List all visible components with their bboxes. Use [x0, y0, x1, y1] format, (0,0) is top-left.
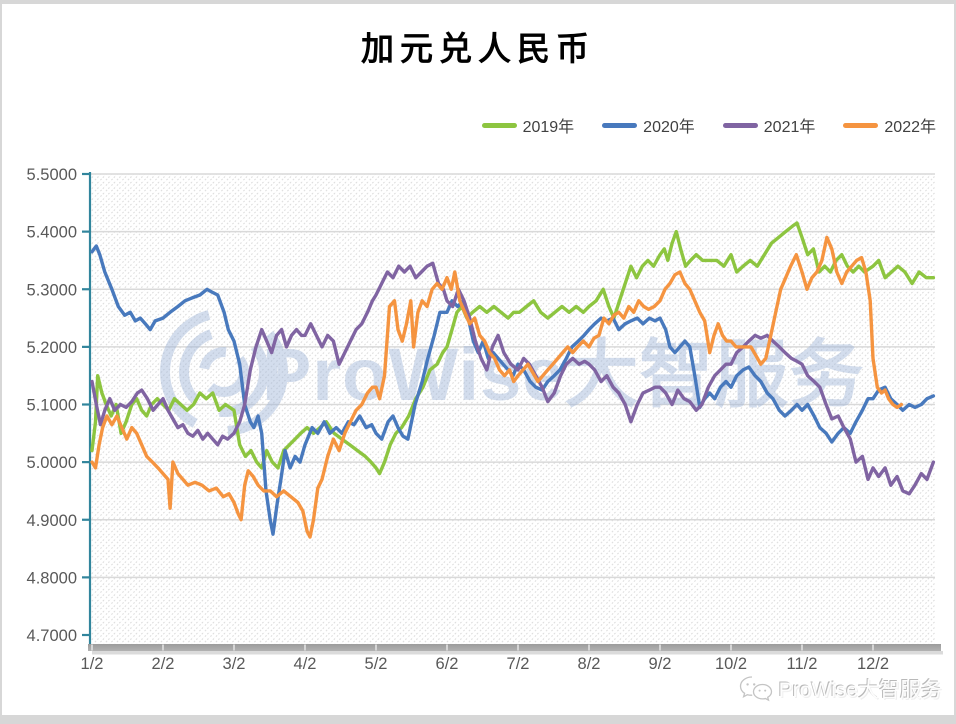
series-line-2021 — [90, 261, 936, 496]
x-axis-label: 1/2 — [81, 655, 104, 673]
y-axis-label: 4.7000 — [27, 627, 77, 645]
legend-swatch — [481, 122, 517, 128]
y-axis-label: 5.3000 — [27, 281, 77, 299]
legend-label: 2019年 — [522, 119, 575, 136]
x-axis-label: 5/2 — [365, 655, 388, 673]
chart-title: 加元兑人民币 — [361, 29, 595, 68]
x-axis-label: 3/2 — [223, 655, 246, 673]
y-axis-label: 4.8000 — [27, 569, 77, 587]
series-line-2019 — [90, 221, 936, 476]
x-axis: 1/2 2/2 3/2 4/2 5/2 6/2 7/2 8/2 9/2 10/2 11/2 12/2 — [81, 644, 943, 673]
wechat-logo-icon — [739, 676, 772, 702]
x-axis-label: 4/2 — [294, 655, 317, 673]
series-line-2022 — [90, 235, 904, 539]
y-axis-label: 5.1000 — [27, 397, 77, 415]
chart-legend: 2019年 2020年 2021年 2022年 — [481, 113, 936, 137]
x-axis-label: 7/2 — [507, 655, 530, 673]
legend-label: 2020年 — [643, 119, 695, 136]
y-axis-label: 5.5000 — [27, 166, 77, 184]
legend-swatch — [602, 122, 638, 128]
y-axis: 5.5000 5.4000 5.3000 5.2000 5.1000 5.0000 4.90… — [27, 166, 92, 651]
legend-swatch — [843, 122, 879, 128]
x-axis-label: 10/2 — [715, 655, 747, 673]
legend-swatch — [722, 122, 758, 128]
series-line-2020 — [90, 244, 936, 536]
series-lines — [90, 221, 936, 539]
x-axis-label: 9/2 — [649, 655, 672, 673]
watermark: ProWise大智服务 — [160, 308, 863, 436]
footer-brand-text: ProWise大智服务 — [778, 679, 942, 702]
legend-item-2021: 2021年 — [722, 113, 816, 137]
x-axis-label: 6/2 — [436, 655, 459, 673]
y-axis-label: 5.4000 — [27, 224, 77, 242]
x-axis-label: 8/2 — [578, 655, 601, 673]
y-axis-label: 5.0000 — [27, 454, 77, 472]
legend-label: 2021年 — [763, 119, 816, 136]
x-axis-label: 12/2 — [857, 655, 889, 673]
x-axis-label: 2/2 — [152, 655, 175, 673]
gridlines — [90, 173, 935, 579]
legend-item-2020: 2020年 — [602, 113, 695, 137]
legend-item-2019: 2019年 — [481, 113, 575, 137]
y-axis-label: 5.2000 — [27, 339, 77, 357]
y-axis-label: 4.9000 — [27, 512, 77, 530]
legend-label: 2022年 — [884, 119, 936, 136]
x-axis-label: 11/2 — [787, 655, 818, 673]
legend-item-2022: 2022年 — [843, 113, 936, 137]
footer-brand: ProWise大智服务 — [739, 674, 942, 704]
